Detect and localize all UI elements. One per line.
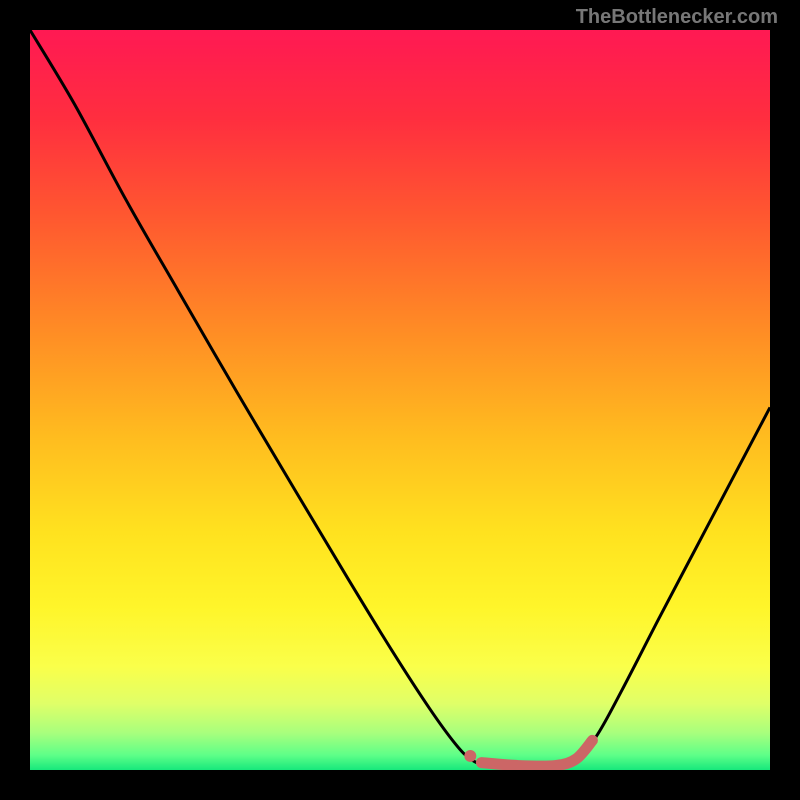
- watermark-text: TheBottlenecker.com: [576, 6, 778, 29]
- chart-svg: [30, 30, 770, 770]
- current-point-marker: [464, 750, 476, 762]
- gradient-background: [30, 30, 770, 770]
- chart-area: [30, 30, 770, 770]
